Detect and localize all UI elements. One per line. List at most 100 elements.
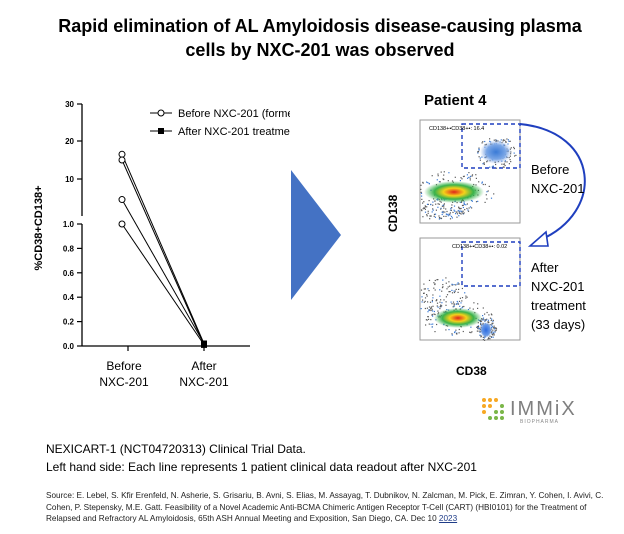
scatter-dot <box>465 295 467 297</box>
scatter-dot <box>480 335 482 337</box>
scatter-dot <box>469 177 471 179</box>
scatter-dot <box>429 215 431 217</box>
scatter-dot <box>432 323 434 325</box>
scatter-dot <box>481 142 483 144</box>
scatter-dot <box>445 329 447 331</box>
scatter-dot <box>433 282 435 284</box>
scatter-dot <box>500 139 502 141</box>
scatter-dot <box>454 290 456 292</box>
scatter-dot <box>490 336 493 338</box>
scatter-dot <box>443 204 445 206</box>
scatter-dot <box>434 331 436 333</box>
legend-item: After NXC-201 treatment <box>150 126 290 138</box>
scatter-dot <box>442 204 444 206</box>
scatter-dot <box>458 206 460 208</box>
scatter-dot <box>451 289 453 291</box>
scatter-dot <box>506 138 508 140</box>
scatter-dot <box>491 326 493 328</box>
scatter-dot <box>486 191 488 193</box>
scatter-dot <box>429 309 431 311</box>
scatter-dot <box>442 211 444 213</box>
scatter-dot <box>463 305 465 308</box>
scatter-dot <box>488 337 490 339</box>
scatter-dot <box>443 174 445 176</box>
scatter-dot <box>454 331 456 334</box>
scatter-dot <box>466 207 468 210</box>
scatter-dot <box>478 147 480 149</box>
scatter-dot <box>427 203 429 205</box>
scatter-dot <box>432 201 434 203</box>
scatter-dot <box>442 279 444 281</box>
source-year-link[interactable]: 2023 <box>438 514 458 523</box>
scatter-dot <box>420 209 423 211</box>
x-category-label: After <box>191 359 216 373</box>
scatter-dot <box>466 203 468 205</box>
scatter-dot <box>472 308 474 310</box>
scatter-dot <box>427 212 429 214</box>
scatter-dot <box>486 311 488 314</box>
scatter-dot <box>459 208 461 210</box>
scatter-dot <box>450 301 452 303</box>
scatter-dot <box>445 296 447 298</box>
scatter-dot <box>425 319 427 321</box>
scatter-dot <box>454 176 456 178</box>
source-citation: Source: E. Lebel, S. Kfir Erenfeld, N. A… <box>46 490 606 525</box>
scatter-dot <box>445 282 447 284</box>
scatter-dot <box>422 208 424 210</box>
scatter-dot <box>441 302 443 304</box>
scatter-dot <box>429 301 432 303</box>
scatter-dot <box>423 207 425 209</box>
scatter-dot <box>482 307 484 309</box>
scatter-dot <box>430 203 432 206</box>
scatter-dot <box>447 213 449 215</box>
scatter-dot <box>426 319 428 321</box>
flow-panel-before: CD138+•CD38+•: 16.4 <box>419 119 521 224</box>
scatter-dot <box>452 211 454 213</box>
scatter-dot <box>456 300 458 303</box>
scatter-dot <box>450 209 452 211</box>
scatter-dot <box>449 209 452 211</box>
legend-label: After NXC-201 treatment <box>178 126 290 138</box>
scatter-dot <box>424 208 426 210</box>
scatter-dot <box>481 182 483 184</box>
scatter-dot <box>428 323 430 325</box>
scatter-dot <box>439 181 441 183</box>
scatter-dot <box>434 313 436 316</box>
scatter-dot <box>453 209 455 211</box>
scatter-dot <box>440 201 442 203</box>
scatter-dot <box>503 163 505 165</box>
scatter-dot <box>423 288 425 290</box>
scatter-dot <box>427 288 429 290</box>
scatter-dot <box>484 140 486 143</box>
scatter-dot <box>423 201 425 203</box>
scatter-dot <box>431 314 433 316</box>
scatter-dot <box>423 301 425 303</box>
scatter-dot <box>432 310 434 312</box>
scatter-dot <box>427 182 429 184</box>
scatter-dot <box>477 325 479 327</box>
after-label-line: NXC-201 <box>531 279 585 294</box>
scatter-dot <box>445 304 447 306</box>
series-line <box>118 220 207 348</box>
point-before <box>118 156 126 164</box>
series-line <box>118 150 207 347</box>
scatter-dot <box>513 152 515 154</box>
scatter-dot <box>493 326 495 328</box>
scatter-dot <box>423 283 425 285</box>
scatter-dot <box>482 163 484 165</box>
scatter-dot <box>488 321 490 323</box>
legend-marker <box>158 128 164 134</box>
scatter-dot <box>441 290 443 292</box>
scatter-dot <box>436 179 438 181</box>
scatter-dot <box>422 181 424 183</box>
scatter-dot <box>505 141 507 143</box>
scatter-dot <box>465 204 467 206</box>
scatter-dot <box>473 302 475 304</box>
scatter-dot <box>507 143 509 145</box>
scatter-dot <box>448 281 450 283</box>
scatter-dot <box>437 306 439 308</box>
scatter-dot <box>482 319 484 321</box>
scatter-dot <box>453 205 456 207</box>
scatter-dot <box>506 161 508 163</box>
flow-panel-after: CD138+•CD38+•: 0.02 <box>419 237 521 341</box>
